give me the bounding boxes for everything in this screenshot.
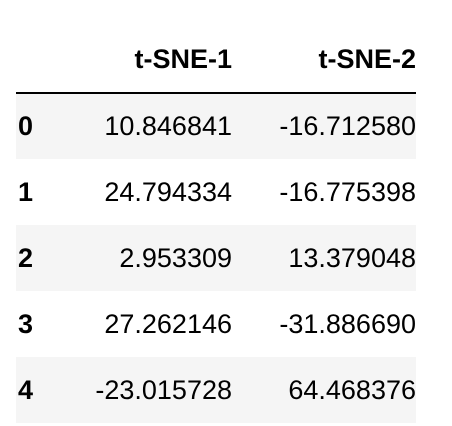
- column-header-tsne-2: t-SNE-2: [232, 28, 416, 94]
- column-header-tsne-1: t-SNE-1: [64, 28, 232, 94]
- row-index: 1: [18, 176, 34, 207]
- table-cell-tsne-2: -31.886690: [279, 308, 416, 339]
- row-index: 2: [18, 242, 34, 273]
- table-cell-tsne-2: -16.712580: [279, 111, 416, 141]
- table-row: 3 27.262146 -31.886690: [16, 291, 416, 357]
- table-cell-tsne-1: 10.846841: [104, 111, 232, 141]
- row-index: 3: [18, 308, 34, 339]
- table-cell-tsne-1: 27.262146: [104, 308, 232, 339]
- table-row: 0 10.846841 -16.712580: [16, 93, 416, 159]
- table-cell-tsne-1: 24.794334: [104, 176, 232, 207]
- table-cell-tsne-2: 13.379048: [288, 242, 416, 273]
- row-index: 0: [18, 111, 34, 141]
- table-row: 1 24.794334 -16.775398: [16, 159, 416, 225]
- table-row: 4 -23.015728 64.468376: [16, 357, 416, 423]
- header-row: t-SNE-1 t-SNE-2: [16, 28, 416, 94]
- table-cell-tsne-2: -16.775398: [279, 176, 416, 207]
- table-cell-tsne-1: -23.015728: [95, 374, 232, 405]
- table-row: 2 2.953309 13.379048: [16, 225, 416, 291]
- table-body: 0 10.846841 -16.712580 1 24.794334 -16.7…: [16, 93, 416, 423]
- table-header: t-SNE-1 t-SNE-2: [16, 28, 416, 94]
- index-header: [16, 28, 64, 94]
- dataframe-table: t-SNE-1 t-SNE-2 0 10.846841 -16.712580 1…: [16, 28, 416, 423]
- row-index: 4: [18, 374, 34, 405]
- table-cell-tsne-2: 64.468376: [288, 374, 416, 405]
- table-cell-tsne-1: 2.953309: [119, 242, 232, 273]
